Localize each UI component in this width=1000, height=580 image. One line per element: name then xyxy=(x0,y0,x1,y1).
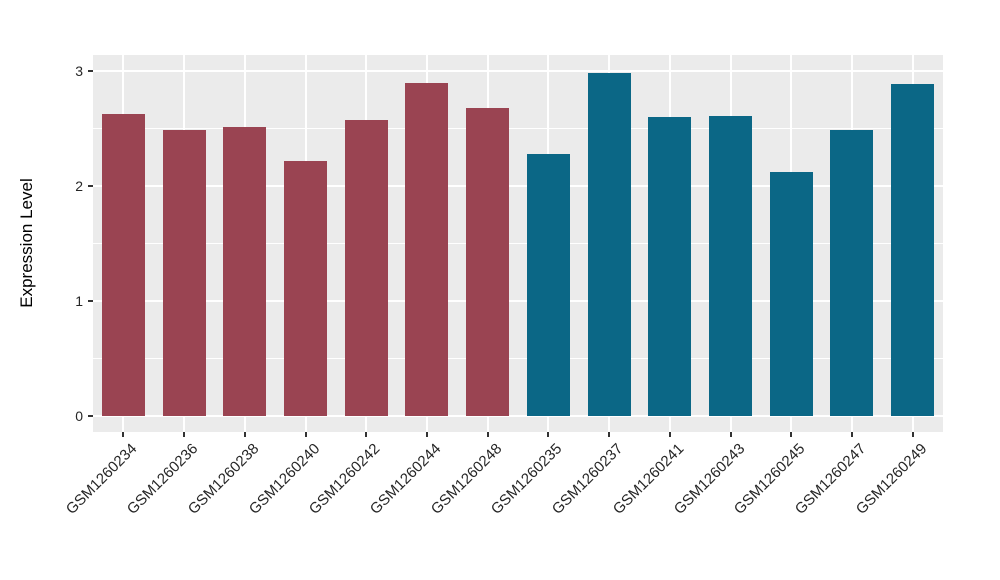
y-axis-tick xyxy=(88,415,93,417)
x-axis-tick-label: GSM1260240 xyxy=(245,440,323,518)
x-axis-tick-label: GSM1260236 xyxy=(123,440,202,518)
x-axis-tick-label: GSM1260234 xyxy=(63,440,141,518)
bar xyxy=(587,73,631,416)
bar xyxy=(223,127,267,416)
bar xyxy=(709,115,752,416)
x-axis-tick-label: GSM1260242 xyxy=(306,440,384,518)
bar xyxy=(830,129,874,416)
major-gridline xyxy=(93,415,943,417)
x-axis-tick xyxy=(304,432,307,437)
plot-panel xyxy=(93,55,943,432)
y-axis-tick xyxy=(88,185,93,187)
x-axis-tick-label: GSM1260241 xyxy=(609,440,688,518)
minor-gridline xyxy=(93,243,943,244)
bar xyxy=(344,120,388,416)
x-axis-tick xyxy=(547,432,550,437)
minor-gridline xyxy=(93,358,943,359)
y-axis-tick-label: 0 xyxy=(75,408,83,424)
y-axis-tick-label: 3 xyxy=(75,63,83,79)
bar xyxy=(466,107,510,416)
x-axis-tick xyxy=(790,432,793,437)
bar xyxy=(284,160,327,416)
x-axis-tick-label: GSM1260247 xyxy=(791,440,870,518)
bar xyxy=(101,113,145,416)
x-axis-tick-label: GSM1260238 xyxy=(184,440,263,518)
major-gridline xyxy=(93,70,943,72)
x-axis-tick xyxy=(486,432,489,437)
x-axis-tick xyxy=(850,432,853,437)
y-axis-tick-label: 1 xyxy=(75,293,83,309)
bar xyxy=(891,83,935,416)
bar xyxy=(769,172,813,416)
x-axis-tick-label: GSM1260244 xyxy=(366,440,445,518)
x-axis-tick xyxy=(243,432,246,437)
x-axis-tick-label: GSM1260243 xyxy=(670,440,748,518)
bar xyxy=(648,117,692,416)
y-axis-tick xyxy=(88,70,93,72)
x-axis-tick xyxy=(911,432,914,437)
x-axis-tick xyxy=(668,432,671,437)
x-axis-tick-label: GSM1260235 xyxy=(488,440,566,518)
bar xyxy=(526,153,570,416)
x-axis-tick-label: GSM1260237 xyxy=(548,440,627,518)
y-axis-title: Expression Level xyxy=(17,178,36,308)
bar xyxy=(405,82,449,416)
y-axis-tick xyxy=(88,300,93,302)
y-axis-tick-label: 2 xyxy=(75,178,83,194)
x-axis-tick-label: GSM1260248 xyxy=(427,440,505,518)
x-axis-tick xyxy=(425,432,428,437)
x-axis-tick xyxy=(365,432,368,437)
x-axis-tick xyxy=(608,432,611,437)
major-gridline xyxy=(93,185,943,187)
x-axis-tick xyxy=(183,432,186,437)
minor-gridline xyxy=(93,128,943,129)
x-axis-tick-label: GSM1260249 xyxy=(852,440,930,518)
x-axis-tick xyxy=(729,432,732,437)
x-axis-tick xyxy=(122,432,125,437)
bar xyxy=(162,129,206,416)
major-gridline xyxy=(93,300,943,302)
x-axis-tick-label: GSM1260245 xyxy=(731,440,809,518)
